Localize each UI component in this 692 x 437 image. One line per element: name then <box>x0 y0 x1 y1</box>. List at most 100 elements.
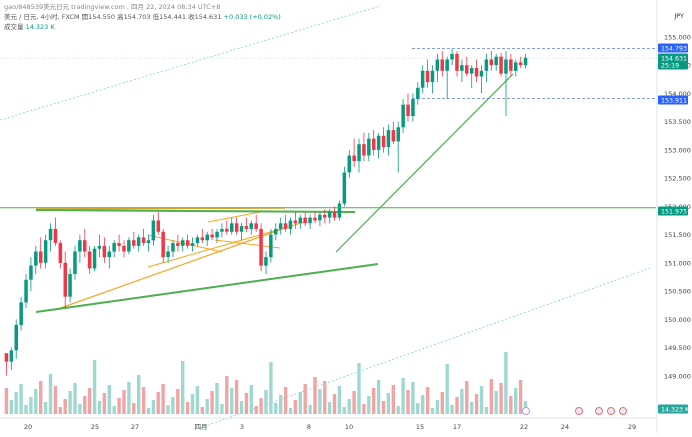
candle-body <box>29 265 33 280</box>
price-label-text: 154.793 <box>661 46 687 53</box>
candle-body <box>58 243 63 263</box>
candle-body <box>166 251 170 258</box>
y-tick-label: 152.500 <box>664 175 691 183</box>
volume-bar <box>509 396 513 414</box>
event-lightning-icon <box>522 407 530 415</box>
y-tick-label: 151.000 <box>664 259 691 267</box>
candle-body <box>14 324 18 351</box>
candle-body <box>469 68 474 74</box>
volume-bar <box>450 405 454 414</box>
volume-bar <box>249 385 253 414</box>
volume-bar <box>195 386 200 414</box>
candle-body <box>210 234 214 238</box>
volume-bar <box>190 394 195 414</box>
volume-bar <box>323 381 327 414</box>
candle-body <box>4 353 9 362</box>
y-tick-label: 153.000 <box>664 146 691 154</box>
candle-body <box>19 302 23 325</box>
candle-body <box>117 243 121 246</box>
candle-body <box>499 56 503 74</box>
candle-body <box>215 231 219 238</box>
trendline-green-support <box>35 263 379 313</box>
x-tick-label: 10 <box>345 423 353 431</box>
volume-bar <box>421 395 425 414</box>
volume-bar <box>337 386 342 414</box>
volume-bar <box>386 393 391 414</box>
trendline-green-rising <box>335 73 514 253</box>
candle-body <box>445 59 449 71</box>
wedge-orange-2 <box>147 234 223 253</box>
candle-body <box>489 59 493 66</box>
volume-bar <box>332 394 337 414</box>
price-label-text: 154.631 <box>661 56 687 63</box>
volume-bar <box>34 389 38 414</box>
candle-body <box>9 350 14 362</box>
volume-bar <box>376 380 381 414</box>
volume-bar <box>460 389 464 414</box>
volume-bar <box>406 390 410 414</box>
volume-bar <box>465 381 469 414</box>
candle-body <box>63 262 67 297</box>
candle-body <box>73 251 77 275</box>
x-tick-label: 17 <box>453 423 461 431</box>
candle-body <box>327 212 332 218</box>
y-tick-label: 149.500 <box>664 344 691 352</box>
candle-body <box>514 62 518 71</box>
volume-bar <box>88 388 92 414</box>
volume-bar <box>19 384 23 414</box>
candle-body <box>171 243 175 252</box>
volume-bar <box>176 389 180 414</box>
volume-bar <box>283 387 288 414</box>
candle-body <box>190 243 195 246</box>
event-markers[interactable] <box>522 407 627 415</box>
volume-bar <box>122 390 126 414</box>
volume-bar <box>401 378 405 414</box>
candle-body <box>83 240 87 252</box>
candle-body <box>220 228 224 232</box>
candle-body <box>357 144 361 162</box>
candle-body <box>151 220 156 241</box>
volume-layer <box>4 352 528 414</box>
candle-body <box>465 65 469 74</box>
change-value: +0.033 (+0.02%) <box>223 13 281 21</box>
volume-bar <box>352 391 356 414</box>
volume-bar <box>455 397 459 414</box>
candle-body <box>278 223 283 229</box>
candle-body <box>107 251 111 258</box>
candle-body <box>352 155 356 162</box>
price-label-box <box>658 53 688 63</box>
volume-bar <box>97 401 102 414</box>
symbol-title[interactable]: 美元 / 日元, 4小时, FXCM <box>4 13 80 21</box>
volume-bar <box>308 405 312 414</box>
candle-body <box>136 237 141 246</box>
candle-body <box>78 240 82 252</box>
candle-body <box>425 70 430 83</box>
volume-bar <box>259 398 263 414</box>
volume-bar <box>372 388 376 414</box>
currency-label: JPY <box>674 12 684 20</box>
candle-body <box>132 240 136 246</box>
candle-body <box>332 212 337 218</box>
candle-body <box>303 217 307 224</box>
volume-bar <box>367 396 371 414</box>
volume-bar <box>298 392 302 414</box>
volume-label[interactable]: 成交量 <box>4 23 24 31</box>
volume-bar <box>288 408 293 414</box>
volume-bar <box>391 385 395 414</box>
y-tick-label: 154.000 <box>664 90 691 98</box>
price-label-text: 25:19 <box>661 63 679 70</box>
volume-bar <box>48 374 53 414</box>
volume-bar <box>225 376 229 414</box>
volume-bar <box>117 398 121 414</box>
volume-bar <box>440 392 444 414</box>
time-axis[interactable]: 20 25 27 四月 3 8 10 15 17 22 24 29 <box>0 417 656 431</box>
volume-bar <box>264 390 268 414</box>
volume-bar <box>141 387 146 414</box>
candle-body <box>376 135 381 150</box>
volume-bar <box>132 403 136 414</box>
drawing-layer <box>0 5 656 429</box>
volume-value: 14.323 K <box>25 23 55 31</box>
volume-bar <box>230 388 234 414</box>
